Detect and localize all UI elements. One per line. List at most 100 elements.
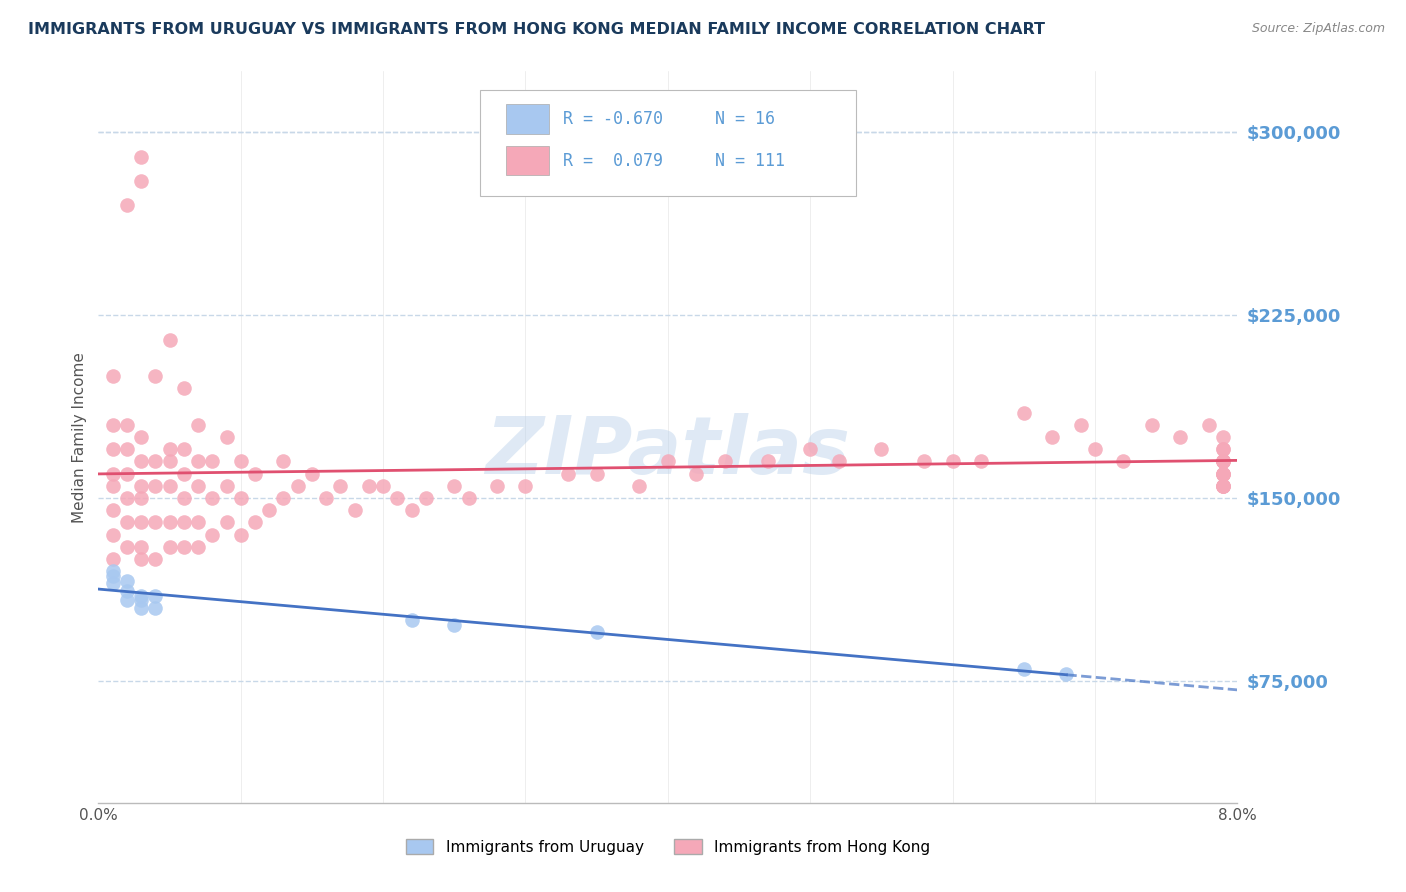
Point (129, 516, 152, 530)
Point (115, 574, 138, 588)
Point (1212, 479, 1234, 493)
Point (229, 454, 252, 468)
Point (129, 552, 152, 566)
Point (714, 454, 737, 468)
Point (187, 540, 209, 554)
Point (912, 454, 935, 468)
Point (685, 467, 707, 481)
Text: IMMIGRANTS FROM URUGUAY VS IMMIGRANTS FROM HONG KONG MEDIAN FAMILY INCOME CORREL: IMMIGRANTS FROM URUGUAY VS IMMIGRANTS FR… (28, 22, 1045, 37)
Point (443, 479, 465, 493)
Text: R = -0.670: R = -0.670 (562, 110, 664, 128)
Point (799, 442, 821, 457)
Point (115, 516, 138, 530)
Point (443, 617, 465, 632)
Text: N = 16: N = 16 (714, 110, 775, 128)
Point (1212, 454, 1234, 468)
Point (215, 516, 238, 530)
Point (145, 369, 167, 384)
Point (159, 454, 181, 468)
Point (1040, 430, 1063, 444)
Point (1056, 666, 1078, 681)
Point (129, 479, 152, 493)
Point (159, 540, 181, 554)
Point (1212, 454, 1234, 468)
Point (273, 491, 295, 505)
Point (101, 442, 124, 457)
Point (1212, 467, 1234, 481)
Point (1212, 467, 1234, 481)
Point (215, 430, 238, 444)
Point (129, 454, 152, 468)
Point (129, 593, 152, 607)
Point (129, 589, 152, 603)
Point (145, 479, 167, 493)
Point (628, 479, 651, 493)
Point (159, 516, 181, 530)
Point (243, 516, 266, 530)
Point (401, 503, 423, 517)
Point (273, 454, 295, 468)
Point (301, 467, 323, 481)
Point (145, 552, 167, 566)
Point (101, 576, 124, 591)
Point (1212, 430, 1234, 444)
Text: N = 111: N = 111 (714, 152, 785, 169)
Point (101, 467, 124, 481)
Point (515, 479, 537, 493)
Point (115, 442, 138, 457)
Point (371, 479, 394, 493)
Point (101, 564, 124, 578)
Point (1212, 454, 1234, 468)
Bar (506, 104, 550, 134)
Point (557, 467, 579, 481)
Point (115, 583, 138, 598)
Point (486, 479, 509, 493)
Point (115, 540, 138, 554)
Point (101, 417, 124, 432)
Point (129, 540, 152, 554)
Point (101, 479, 124, 493)
Point (1012, 406, 1035, 420)
Bar (506, 146, 550, 175)
Point (1012, 662, 1035, 676)
Point (101, 503, 124, 517)
Point (1140, 417, 1163, 432)
Point (159, 479, 181, 493)
Y-axis label: Median Family Income: Median Family Income (72, 351, 87, 523)
Point (585, 467, 607, 481)
Point (215, 479, 238, 493)
Point (101, 369, 124, 384)
Point (101, 552, 124, 566)
Point (329, 479, 352, 493)
Point (401, 613, 423, 627)
Point (259, 503, 281, 517)
Point (145, 589, 167, 603)
Point (129, 174, 152, 188)
Point (1170, 430, 1192, 444)
Point (1212, 467, 1234, 481)
Point (187, 516, 209, 530)
Point (173, 381, 195, 395)
Point (970, 454, 993, 468)
Point (173, 491, 195, 505)
Point (229, 527, 252, 541)
Point (187, 417, 209, 432)
Point (942, 454, 965, 468)
Point (187, 479, 209, 493)
Point (129, 150, 152, 164)
Point (828, 454, 851, 468)
Point (129, 491, 152, 505)
Point (145, 454, 167, 468)
Point (1212, 442, 1234, 457)
Point (201, 527, 224, 541)
Point (173, 442, 195, 457)
Point (243, 467, 266, 481)
Point (129, 430, 152, 444)
Point (1212, 479, 1234, 493)
Point (159, 442, 181, 457)
Point (115, 417, 138, 432)
Point (357, 479, 380, 493)
Point (201, 491, 224, 505)
Point (287, 479, 309, 493)
Point (1084, 442, 1107, 457)
